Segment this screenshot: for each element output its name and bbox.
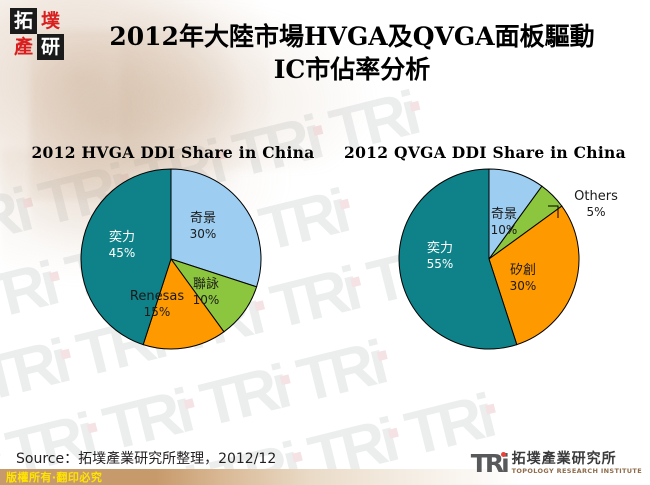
footer-institute-cn: 拓墣產業研究所	[511, 451, 617, 467]
slide-title: 2012年大陸市場HVGA及QVGA面板驅動 IC市佔率分析	[72, 20, 632, 86]
watermark-square	[312, 124, 324, 136]
chart-qvga: 2012 QVGA DDI Share in China 奇景 10% Others…	[330, 143, 640, 383]
source-note: Source：拓墣產業研究所整理，2012/12	[16, 451, 277, 467]
tri-corner-logo: 拓 墣 產 研	[10, 8, 64, 60]
watermark-square	[86, 422, 98, 434]
pie-svg	[80, 168, 262, 350]
watermark-square	[485, 403, 496, 414]
label-leader-line	[548, 205, 559, 218]
watermark-square	[409, 100, 421, 112]
pie-hvga	[80, 168, 262, 350]
pie-qvga	[398, 168, 580, 350]
pie-slice	[80, 168, 172, 346]
pie-svg	[398, 168, 580, 350]
logo-char-4: 研	[37, 34, 64, 60]
slide-title-line1: 2012年大陸市場HVGA及QVGA面板驅動	[109, 22, 595, 51]
chart-hvga-plot: 奇景 30% 聯詠 10% Renesas 15% 奕力 45%	[18, 162, 328, 362]
logo-char-2: 墣	[40, 9, 60, 32]
footer-institute: 拓墣產業研究所 TOPOLOGY RESEARCH INSTITUTE	[512, 452, 642, 475]
pie-slice	[488, 205, 580, 346]
chart-qvga-plot: 奇景 10% Others 5% 矽創 30% 奕力 55%	[330, 162, 640, 362]
footer-institute-en: TOPOLOGY RESEARCH INSTITUTE	[511, 466, 642, 475]
pie-slice-label-value: 5%	[586, 204, 606, 219]
logo-char-1: 拓	[10, 8, 37, 34]
footer-band	[0, 469, 650, 485]
tri-dot-icon	[500, 452, 506, 458]
tri-wordmark: TRi	[471, 451, 510, 476]
pie-slice-label-name: Others	[574, 188, 618, 204]
chart-qvga-title: 2012 QVGA DDI Share in China	[344, 143, 626, 162]
pie-slice-label: Others 5%	[574, 189, 618, 219]
chart-hvga-title: 2012 HVGA DDI Share in China	[31, 143, 315, 162]
logo-char-3: 產	[13, 35, 33, 58]
watermark-square	[183, 397, 195, 409]
pie-slice	[170, 168, 262, 288]
slide-title-line2: IC市佔率分析	[273, 55, 431, 84]
watermark-square	[291, 451, 303, 463]
footer-logo: TRi 拓墣產業研究所 TOPOLOGY RESEARCH INSTITUTE	[471, 451, 642, 476]
watermark-square	[388, 427, 400, 439]
chart-hvga: 2012 HVGA DDI Share in China 奇景 30% 聯詠 10% R…	[18, 143, 328, 383]
copyright-badge: 版權所有‧翻印必究	[0, 469, 155, 485]
